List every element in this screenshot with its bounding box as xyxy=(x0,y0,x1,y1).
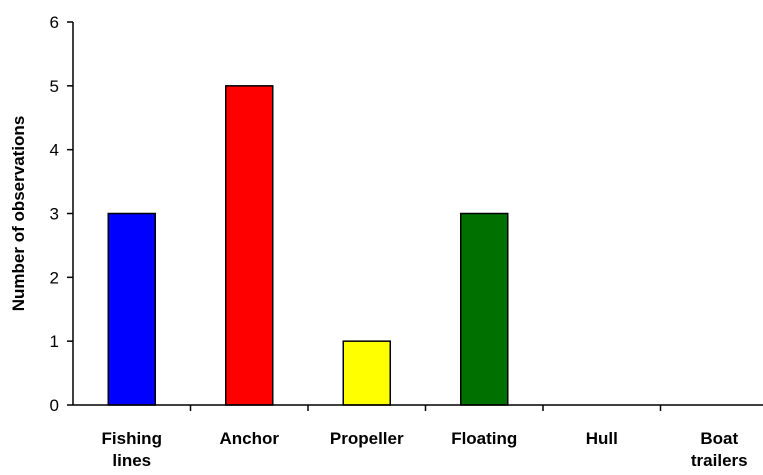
x-category-label-line: Anchor xyxy=(220,429,280,448)
x-category-label-line: Boat xyxy=(700,429,738,448)
bar-anchor xyxy=(225,85,274,406)
y-tick-label: 1 xyxy=(50,332,59,351)
y-tick-label: 2 xyxy=(50,268,59,287)
bar-propeller xyxy=(342,340,391,406)
x-category-label-line: Floating xyxy=(451,429,517,448)
x-category-label-line: trailers xyxy=(691,451,748,470)
y-tick-label: 6 xyxy=(50,13,59,32)
x-category-label-line: Propeller xyxy=(330,429,404,448)
y-tick-label: 0 xyxy=(50,396,59,415)
x-category-label: Propeller xyxy=(330,429,404,448)
x-category-label: Floating xyxy=(451,429,517,448)
y-axis-ticks: 0 1 2 3 4 5 6 xyxy=(50,13,73,415)
x-axis-ticks: Fishing lines Anchor Propeller Floating Hull B… xyxy=(102,405,748,470)
y-tick-label: 4 xyxy=(50,141,59,160)
bar-fishing-lines xyxy=(107,212,156,406)
y-axis-title: Number of observations xyxy=(9,116,28,312)
bar-floating xyxy=(460,212,509,406)
x-category-label-line: Fishing xyxy=(102,429,162,448)
y-tick-label: 5 xyxy=(50,77,59,96)
x-category-label: Boat trailers xyxy=(691,429,748,470)
bars xyxy=(107,85,509,406)
x-category-label: Anchor xyxy=(220,429,280,448)
x-category-label-line: lines xyxy=(112,451,151,470)
x-category-label: Fishing lines xyxy=(102,429,162,470)
x-category-label: Hull xyxy=(586,429,618,448)
x-category-label-line: Hull xyxy=(586,429,618,448)
y-tick-label: 3 xyxy=(50,205,59,224)
